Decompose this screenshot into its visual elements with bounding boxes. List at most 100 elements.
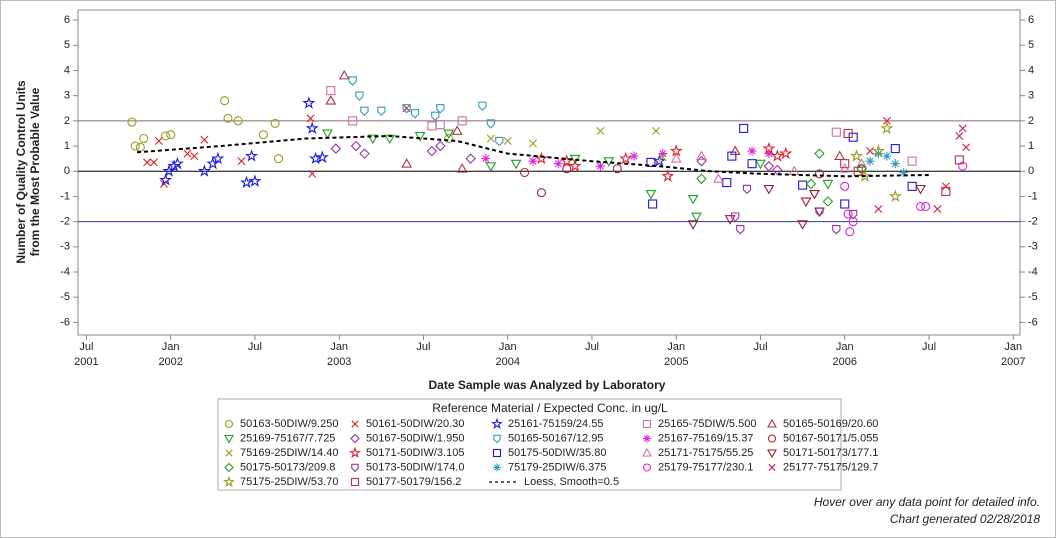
- y2-tick-label: 5: [1028, 39, 1034, 51]
- x-tick-label: Jul: [753, 341, 767, 353]
- point: [933, 205, 942, 214]
- legend-title: Reference Material / Expected Conc. in u…: [432, 401, 668, 415]
- point: [495, 136, 504, 147]
- point: [457, 116, 467, 126]
- legend-swatch: [350, 433, 360, 444]
- point: [435, 140, 446, 152]
- y-tick-label: 0: [64, 165, 70, 177]
- point: [729, 145, 741, 156]
- legend-label: 50167-50DIW/1.950: [366, 432, 464, 444]
- x-tick-label: Jul: [585, 341, 599, 353]
- point: [880, 121, 894, 135]
- y2-tick-label: 1: [1028, 140, 1034, 152]
- legend-label: 25169-75167/7.725: [240, 432, 335, 444]
- legend-swatch: [493, 434, 501, 444]
- point: [629, 151, 639, 161]
- point: [658, 149, 668, 159]
- point: [858, 169, 872, 182]
- point: [779, 146, 793, 160]
- point: [899, 168, 909, 177]
- y-axis-label: Number of Quality Control Units: [14, 80, 28, 264]
- legend-swatch: [767, 434, 777, 443]
- point: [848, 217, 858, 227]
- point: [921, 201, 931, 212]
- point: [326, 86, 336, 96]
- point: [798, 180, 808, 190]
- point: [553, 159, 563, 169]
- point: [359, 148, 370, 159]
- point: [916, 201, 926, 212]
- point: [159, 173, 173, 186]
- point: [840, 199, 850, 209]
- point: [302, 96, 316, 109]
- point: [763, 184, 775, 195]
- point: [465, 153, 476, 164]
- y2-tick-label: -2: [1028, 216, 1038, 228]
- point: [691, 212, 702, 223]
- point: [941, 182, 950, 191]
- point: [724, 215, 736, 225]
- legend-swatch: [351, 420, 359, 428]
- point: [130, 141, 140, 151]
- point: [233, 116, 243, 126]
- point: [814, 148, 825, 159]
- point: [306, 114, 315, 123]
- point: [143, 158, 152, 167]
- point: [321, 129, 333, 140]
- legend-label: 50171-50DIW/3.105: [366, 447, 464, 459]
- point: [865, 156, 875, 166]
- point: [687, 195, 699, 205]
- point: [244, 149, 259, 162]
- point: [661, 169, 675, 182]
- y-tick-label: 6: [64, 14, 70, 26]
- point: [874, 205, 883, 214]
- point: [882, 151, 892, 161]
- legend-swatch: [225, 449, 233, 457]
- point: [612, 164, 622, 174]
- legend-swatch: [224, 462, 234, 473]
- point: [762, 141, 776, 155]
- point: [170, 156, 184, 170]
- point: [348, 116, 358, 126]
- point: [958, 161, 968, 171]
- point: [154, 137, 163, 145]
- point: [770, 149, 784, 162]
- point: [330, 143, 342, 154]
- legend-label: 50165-50167/12.95: [508, 432, 603, 444]
- point: [849, 149, 864, 162]
- x-tick-label: Jul: [248, 341, 262, 353]
- point: [528, 156, 538, 166]
- y2-tick-label: 0: [1028, 165, 1034, 177]
- legend-label: 50165-50169/20.60: [783, 418, 878, 430]
- point: [696, 150, 707, 161]
- point: [907, 156, 917, 166]
- point: [139, 133, 149, 144]
- legend-swatch: [222, 475, 236, 488]
- point: [736, 225, 745, 235]
- point: [127, 117, 137, 127]
- y2-tick-label: 3: [1028, 90, 1034, 102]
- point: [871, 144, 886, 157]
- point: [687, 220, 699, 230]
- point: [805, 178, 817, 190]
- legend-label: 50175-50173/209.8: [240, 461, 335, 473]
- point: [658, 153, 667, 162]
- legend-swatch: [492, 448, 502, 458]
- point: [845, 227, 855, 237]
- point: [727, 151, 737, 161]
- point: [529, 139, 537, 148]
- legend-label: 25161-75159/24.55: [508, 418, 603, 430]
- point: [595, 161, 605, 171]
- point: [808, 189, 820, 200]
- point: [772, 164, 783, 176]
- x-tick-label: Jul: [922, 341, 936, 353]
- point: [941, 186, 951, 196]
- legend-label: 50173-50DIW/174.0: [366, 461, 464, 473]
- point: [258, 130, 268, 140]
- point: [596, 126, 605, 135]
- point: [962, 143, 971, 152]
- point: [764, 149, 774, 159]
- point: [562, 164, 572, 174]
- point: [486, 119, 496, 129]
- plot-area: [77, 9, 1021, 336]
